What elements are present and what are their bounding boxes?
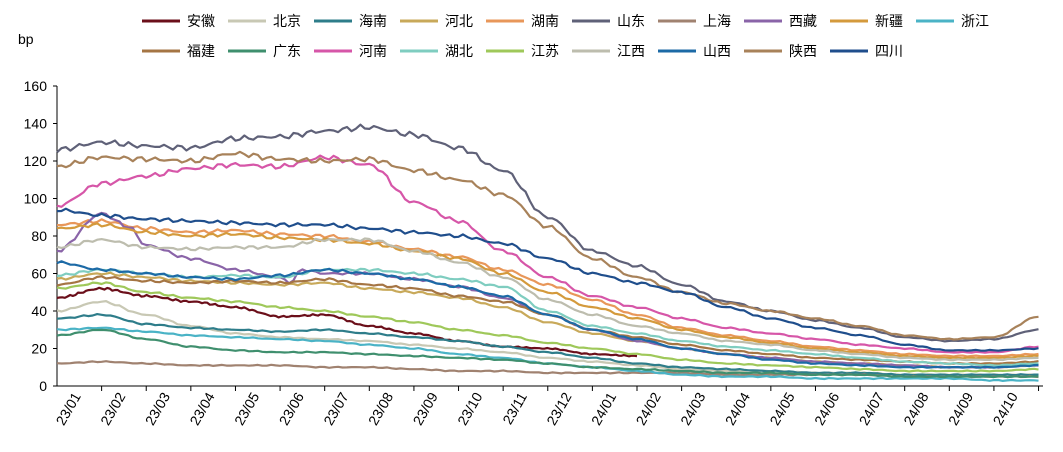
x-tick-label-8: 23/09 bbox=[409, 389, 440, 428]
legend-label-17: 陕西 bbox=[789, 43, 817, 59]
x-tick-label-19: 24/08 bbox=[900, 389, 931, 428]
x-tick-label-5: 23/06 bbox=[276, 389, 307, 428]
y-tick-label-6: 120 bbox=[24, 153, 48, 169]
y-tick-label-1: 20 bbox=[31, 341, 47, 357]
x-tick-label-0: 23/01 bbox=[53, 389, 84, 428]
legend-label-1: 北京 bbox=[273, 13, 301, 29]
x-tick-label-18: 24/07 bbox=[856, 389, 887, 428]
series-line-18 bbox=[56, 207, 1039, 352]
legend-label-11: 广东 bbox=[273, 43, 301, 59]
y-tick-label-0: 0 bbox=[39, 378, 47, 394]
x-tick-label-9: 23/10 bbox=[454, 389, 485, 428]
x-tick-label-13: 24/02 bbox=[633, 389, 664, 428]
series-line-13 bbox=[56, 267, 1039, 367]
legend-label-14: 江苏 bbox=[531, 43, 559, 59]
series-line-15 bbox=[56, 237, 1039, 362]
x-tick-label-7: 23/08 bbox=[365, 389, 396, 428]
series-line-14 bbox=[56, 281, 1039, 373]
legend-label-7: 西藏 bbox=[789, 13, 817, 29]
legend-label-18: 四川 bbox=[875, 43, 903, 59]
legend-label-6: 上海 bbox=[703, 13, 731, 29]
series-line-12 bbox=[56, 154, 1039, 354]
y-tick-label-3: 60 bbox=[31, 266, 47, 282]
legend-label-16: 山西 bbox=[703, 43, 731, 59]
x-tick-label-3: 23/04 bbox=[186, 389, 217, 428]
x-tick-label-6: 23/07 bbox=[320, 389, 351, 428]
legend-label-4: 湖南 bbox=[531, 13, 559, 29]
x-tick-label-17: 24/06 bbox=[811, 389, 842, 428]
legend-label-15: 江西 bbox=[617, 43, 645, 59]
x-tick-label-1: 23/02 bbox=[97, 389, 128, 428]
y-tick-label-5: 100 bbox=[24, 191, 48, 207]
y-tick-label-4: 80 bbox=[31, 228, 47, 244]
legend-label-2: 海南 bbox=[359, 13, 387, 29]
series-line-8 bbox=[56, 222, 1039, 360]
y-axis-label: bp bbox=[18, 31, 34, 47]
series-line-2 bbox=[56, 313, 1039, 377]
x-tick-label-2: 23/03 bbox=[142, 389, 173, 428]
legend-label-10: 福建 bbox=[187, 43, 215, 59]
series-line-4 bbox=[57, 218, 1039, 358]
x-tick-label-4: 23/05 bbox=[231, 389, 262, 428]
x-tick-label-12: 24/01 bbox=[588, 389, 619, 428]
legend-label-0: 安徽 bbox=[187, 13, 215, 29]
x-tick-label-14: 24/03 bbox=[677, 389, 708, 428]
x-tick-label-21: 24/10 bbox=[989, 389, 1020, 428]
x-tick-label-20: 24/09 bbox=[945, 389, 976, 428]
legend-label-8: 新疆 bbox=[875, 13, 903, 29]
series-line-16 bbox=[56, 260, 1039, 369]
legend-label-13: 湖北 bbox=[445, 43, 473, 59]
x-tick-label-11: 23/12 bbox=[543, 389, 574, 428]
x-tick-label-10: 23/11 bbox=[499, 389, 530, 427]
y-tick-label-8: 160 bbox=[24, 78, 48, 94]
x-tick-label-15: 24/04 bbox=[722, 389, 753, 428]
x-tick-label-16: 24/05 bbox=[766, 389, 797, 428]
legend-label-3: 河北 bbox=[445, 13, 473, 29]
series-line-17 bbox=[56, 150, 1039, 341]
series-line-0 bbox=[56, 286, 638, 358]
series-line-10 bbox=[56, 275, 1039, 366]
y-tick-label-2: 40 bbox=[31, 303, 47, 319]
series-lines bbox=[56, 123, 1039, 382]
series-line-5 bbox=[56, 123, 1039, 343]
y-tick-label-7: 140 bbox=[24, 116, 48, 132]
legend-label-5: 山东 bbox=[617, 13, 645, 29]
legend-label-9: 浙江 bbox=[961, 13, 989, 29]
series-line-11 bbox=[56, 328, 1039, 379]
legend-label-12: 河南 bbox=[359, 43, 387, 59]
